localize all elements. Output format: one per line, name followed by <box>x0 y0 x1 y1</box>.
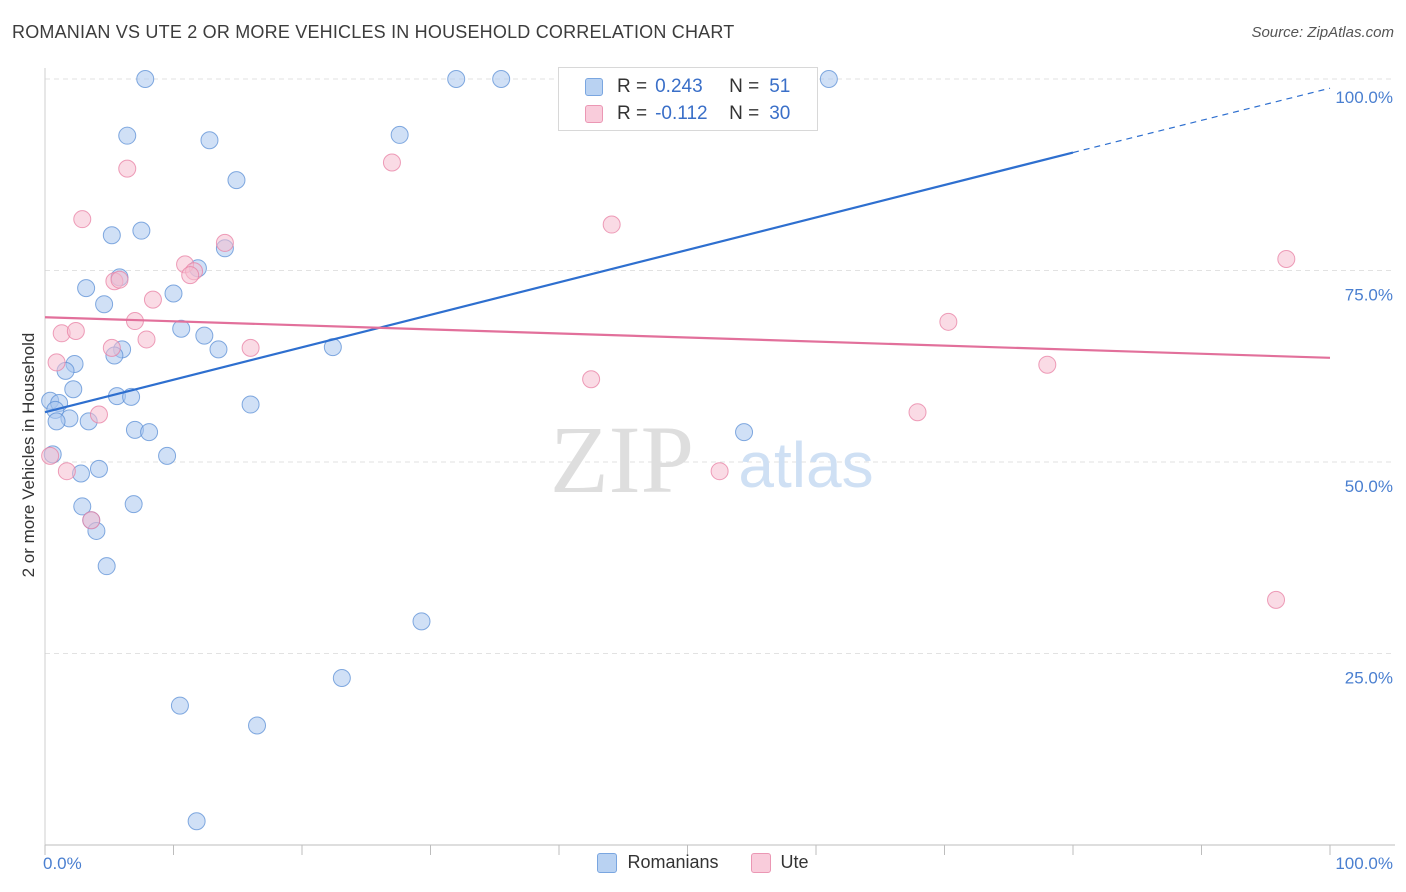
watermark-atlas: atlas <box>738 429 873 501</box>
ute-point <box>710 462 729 481</box>
correlation-legend: R = 0.243 N = 51 R = -0.112 N = 30 <box>558 67 818 131</box>
series-legend-romanians[interactable]: Romanians <box>597 852 719 873</box>
romanians-point <box>332 669 351 688</box>
x-tick-label-max: 100.0% <box>1335 854 1393 873</box>
romanians-trend-line <box>44 151 1074 414</box>
romanians-point <box>187 812 206 831</box>
romanians-point <box>118 126 137 145</box>
romanians-trend-extension <box>1072 87 1331 154</box>
romanians-point <box>447 70 466 88</box>
watermark: ZIP atlas <box>550 406 874 513</box>
romanians-point <box>170 696 189 715</box>
ute-point <box>241 338 260 357</box>
ute-trend-line <box>44 316 1331 359</box>
y-tick-label: 50.0% <box>1345 477 1393 496</box>
romanians-point <box>209 340 228 359</box>
ute-point <box>118 159 137 178</box>
watermark-zip: ZIP <box>550 406 694 513</box>
ute-point <box>82 511 101 530</box>
legend-r-value-romanians: 0.243 <box>655 76 703 97</box>
romanians-point <box>158 446 177 465</box>
chart-title: ROMANIAN VS UTE 2 OR MORE VEHICLES IN HO… <box>12 22 735 42</box>
y-tick-label: 75.0% <box>1345 286 1393 305</box>
romanians-point <box>77 279 96 298</box>
ute-swatch <box>585 105 603 123</box>
ute-point <box>143 290 162 309</box>
ute-point <box>57 462 76 481</box>
legend-r-value-ute: -0.112 <box>655 103 708 124</box>
romanians-point <box>227 171 246 190</box>
ute-point <box>602 215 621 234</box>
romanians-point <box>735 423 754 442</box>
romanians-point <box>390 125 409 144</box>
romanians-point <box>195 326 214 345</box>
legend-row-romanians: R = 0.243 N = 51 <box>585 74 790 100</box>
romanians-point <box>132 221 151 240</box>
legend-n-label: N = <box>729 76 760 97</box>
legend-n-label: N = <box>729 103 760 124</box>
romanians-point <box>136 70 155 88</box>
ute-point <box>939 312 958 331</box>
ute-point <box>1038 355 1057 374</box>
romanians-point <box>102 226 121 245</box>
ute-point <box>1277 250 1296 269</box>
legend-n-value-romanians: 51 <box>769 76 791 97</box>
ute-legend-swatch <box>750 852 771 873</box>
ute-point <box>47 353 66 372</box>
romanians-point <box>241 395 260 414</box>
romanians-point <box>412 612 431 631</box>
ute-point <box>41 446 60 465</box>
legend-r-label: R = <box>617 76 648 97</box>
x-tick-label-min: 0.0% <box>43 854 82 873</box>
grid-layer <box>45 78 1395 654</box>
romanians-legend-swatch <box>597 852 618 873</box>
romanians-point <box>200 131 219 150</box>
ute-legend-label: Ute <box>780 852 809 872</box>
series-legend-ute[interactable]: Ute <box>750 852 809 873</box>
legend-n-value-ute: 30 <box>769 103 791 124</box>
romanians-legend-label: Romanians <box>627 852 719 872</box>
romanians-point <box>89 459 108 478</box>
legend-r-label: R = <box>617 103 648 124</box>
romanians-point <box>492 70 511 88</box>
romanians-point <box>73 497 92 516</box>
romanians-point <box>124 495 143 514</box>
y-tick-label: 100.0% <box>1335 88 1393 107</box>
romanians-point <box>64 380 83 399</box>
romanians-point <box>248 716 267 735</box>
ute-point <box>382 153 401 172</box>
romanians-swatch <box>585 78 603 96</box>
axis-layer: 25.0% 50.0% 75.0% 100.0% 0.0% 100.0% <box>43 68 1395 873</box>
ute-point <box>66 322 85 341</box>
romanians-point <box>97 557 116 576</box>
ute-point <box>137 330 156 349</box>
trend-layer <box>44 87 1331 414</box>
ute-point <box>215 233 234 252</box>
points-layer <box>41 70 1296 831</box>
ute-point <box>102 338 121 357</box>
romanians-point <box>819 70 838 88</box>
ute-point <box>582 370 601 389</box>
series-legend: Romanians Ute <box>0 852 1406 873</box>
ute-point <box>181 266 200 285</box>
romanians-point <box>164 284 183 303</box>
source-credit: Source: ZipAtlas.com <box>1251 24 1394 41</box>
ute-point <box>908 403 927 422</box>
romanians-point <box>172 319 191 338</box>
romanians-point <box>140 423 159 442</box>
romanians-point <box>95 295 114 314</box>
ute-point <box>1267 590 1286 609</box>
ute-point <box>89 405 108 424</box>
ute-point <box>73 210 92 229</box>
romanians-point <box>47 412 66 431</box>
y-axis-title: 2 or more Vehicles in Household <box>19 333 38 578</box>
legend-row-ute: R = -0.112 N = 30 <box>585 101 790 127</box>
ute-point <box>110 270 129 289</box>
y-tick-label: 25.0% <box>1345 669 1393 688</box>
